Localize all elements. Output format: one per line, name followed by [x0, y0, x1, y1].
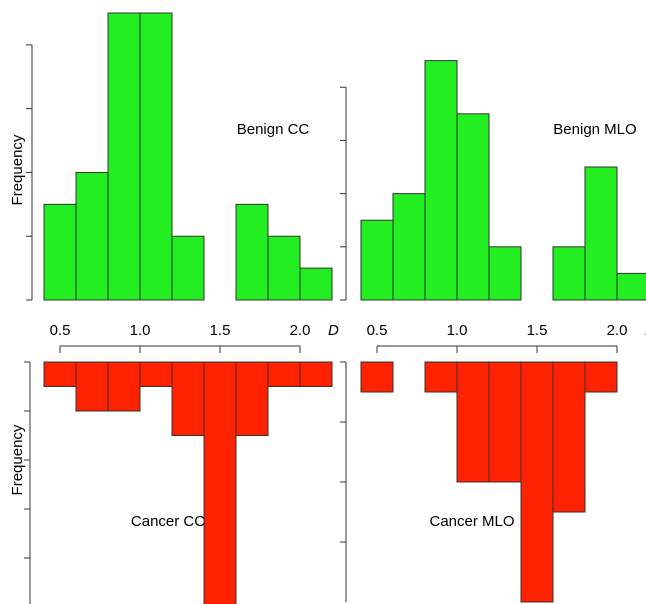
panel-label: Benign CC — [237, 121, 310, 138]
x-tick-label: 2.0 — [607, 322, 628, 339]
bar — [360, 361, 394, 393]
bar — [488, 246, 522, 301]
bar — [235, 361, 269, 436]
bar — [171, 361, 205, 436]
bar — [488, 361, 522, 483]
bar — [456, 361, 490, 483]
bar — [75, 171, 109, 301]
bar — [43, 361, 77, 387]
bar — [456, 113, 490, 301]
bar — [75, 361, 109, 412]
bar — [360, 219, 394, 301]
panel-label: Cancer MLO — [429, 513, 514, 530]
bar — [584, 361, 618, 393]
panel-label: Benign MLO — [553, 121, 636, 138]
x-tick-label: 1.5 — [210, 322, 231, 339]
bar — [299, 361, 333, 387]
bar — [107, 361, 141, 412]
bar — [616, 272, 646, 301]
bar — [107, 12, 141, 301]
bar — [171, 235, 205, 301]
x-tick-label: 1.0 — [130, 322, 151, 339]
y-axis-label: Frequency — [9, 134, 26, 205]
bar — [520, 361, 554, 603]
bar — [392, 193, 426, 301]
x-tick-label: 0.5 — [50, 322, 71, 339]
bar — [424, 60, 458, 301]
bar — [139, 12, 173, 301]
x-tick-label: 1.5 — [527, 322, 548, 339]
x-tick-label: 2.0 — [290, 322, 311, 339]
bar — [235, 203, 269, 301]
bar — [584, 166, 618, 301]
x-tick-label: 0.5 — [367, 322, 388, 339]
x-tick-label: 1.0 — [447, 322, 468, 339]
bar — [267, 361, 301, 387]
bar — [299, 267, 333, 301]
bar — [267, 235, 301, 301]
bar — [43, 203, 77, 301]
x-axis-label: D — [328, 322, 339, 339]
bar — [424, 361, 458, 393]
panel-label: Cancer CC — [131, 513, 205, 530]
bar — [139, 361, 173, 387]
bar — [203, 361, 237, 604]
bar — [552, 246, 586, 301]
bar — [552, 361, 586, 513]
y-axis-label: Frequency — [9, 424, 26, 495]
